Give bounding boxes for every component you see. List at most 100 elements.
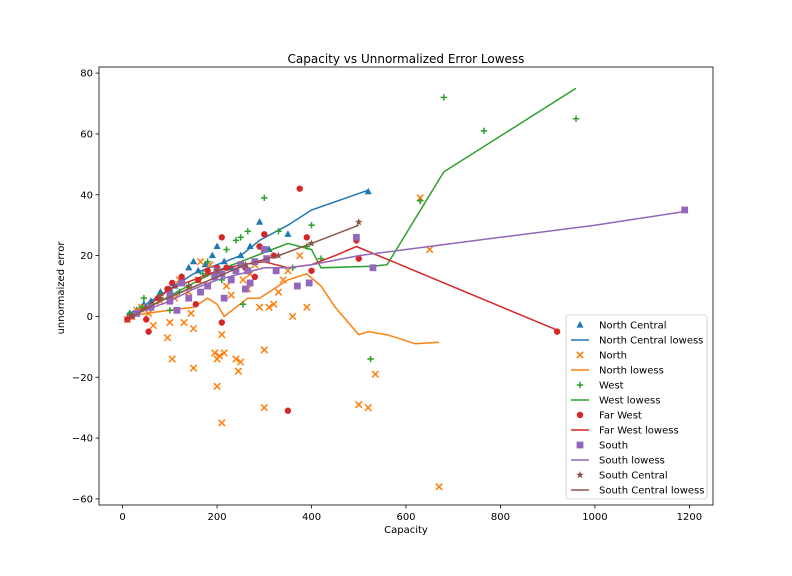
- data-point-far-west-2: [143, 316, 150, 323]
- data-point-north-18: [196, 257, 205, 266]
- data-point-west-18: [275, 228, 282, 235]
- data-point-west-23: [367, 355, 374, 363]
- data-point-south-central-7: [354, 218, 363, 226]
- data-point-south-central-2: [184, 282, 193, 290]
- data-point-north-33-stroke-b: [239, 276, 247, 284]
- legend-marker-north-central: [576, 321, 584, 328]
- data-point-west-13: [237, 234, 244, 241]
- y-tick-label: 40: [80, 190, 93, 201]
- chart-title: Capacity vs Unnormalized Error Lowess: [288, 52, 525, 66]
- series-west-lowess: [129, 87, 577, 316]
- y-tick-label: −60: [72, 494, 93, 505]
- data-point-north-23: [213, 382, 221, 391]
- x-tick-label: 1000: [582, 512, 607, 523]
- data-point-north-central-20: [284, 230, 292, 237]
- plot-area: 0 200 400 600 800 1000 1200 −60 −40 −20 0 20 40 60 80: [72, 66, 714, 523]
- data-point-north-7-stroke-b: [163, 333, 172, 342]
- legend-marker-far-west: [576, 411, 584, 419]
- data-point-south-4: [173, 306, 181, 314]
- data-point-south-24: [305, 279, 313, 287]
- legend-label-south-central: South Central: [599, 471, 668, 482]
- data-point-south-central-1: [156, 294, 165, 302]
- legend-label-south-central-lowess: South Central lowess: [599, 486, 704, 497]
- y-tick-label: 80: [80, 69, 93, 80]
- data-point-north-53: [435, 483, 443, 491]
- data-point-north-29: [227, 291, 235, 299]
- series-far-west: [124, 185, 561, 414]
- data-point-south-15: [237, 261, 245, 269]
- x-tick-label: 1200: [677, 512, 702, 523]
- data-point-west-21: [308, 221, 315, 229]
- data-point-north-central-13: [213, 242, 221, 250]
- legend-label-south: South: [599, 441, 628, 452]
- data-point-north-44-stroke-b: [284, 267, 292, 275]
- data-point-south-17: [244, 267, 252, 275]
- data-point-north-24-stroke-b: [215, 352, 224, 360]
- data-point-south-26: [369, 264, 377, 272]
- data-point-north-49: [364, 403, 372, 412]
- data-point-west-26: [480, 127, 488, 135]
- data-point-south-18: [246, 279, 254, 287]
- data-point-south-6: [185, 294, 193, 302]
- data-point-north-26-stroke-b: [218, 419, 226, 427]
- data-point-north-central-9: [189, 257, 198, 265]
- data-point-north-central-11: [201, 260, 209, 268]
- data-point-west-17: [261, 194, 268, 201]
- legend-marker-south: [576, 441, 584, 449]
- data-point-north-5-stroke-b: [149, 321, 158, 330]
- y-axis-title: unnormaized error: [56, 241, 67, 335]
- data-point-south-1: [147, 303, 155, 311]
- data-point-far-west-5: [164, 285, 171, 293]
- data-point-north-central-18: [255, 218, 264, 225]
- data-point-north-39-stroke-b: [260, 403, 269, 412]
- data-point-north-20-stroke-b: [206, 260, 214, 269]
- data-point-far-west-22: [296, 185, 303, 192]
- data-point-south-12: [220, 294, 228, 302]
- data-point-north-33: [239, 276, 247, 284]
- data-point-north-41: [270, 300, 278, 308]
- data-point-north-30-stroke-b: [232, 355, 240, 363]
- data-point-north-8: [166, 318, 174, 327]
- data-point-north-8-stroke-b: [166, 318, 174, 327]
- data-point-north-21-stroke-b: [210, 349, 219, 357]
- data-point-south-5: [178, 279, 186, 287]
- y-tick-label: 0: [87, 312, 93, 323]
- data-point-north-40-stroke-b: [265, 303, 273, 312]
- data-point-north-37: [255, 303, 264, 312]
- data-point-north-30: [232, 355, 240, 363]
- data-point-north-48: [355, 400, 363, 409]
- data-point-south-16: [242, 285, 249, 293]
- data-point-north-25-stroke-b: [218, 330, 226, 339]
- data-point-north-21: [210, 349, 219, 357]
- data-point-north-15-stroke-b: [189, 324, 198, 333]
- data-point-south-27: [681, 206, 689, 214]
- data-point-north-47: [303, 303, 311, 312]
- data-point-north-9: [168, 355, 176, 363]
- legend-label-north-central: North Central: [599, 321, 667, 332]
- data-point-north-16: [189, 364, 198, 372]
- legend-marker-north-stroke-b: [576, 351, 584, 359]
- x-tick-label: 0: [119, 512, 125, 523]
- data-point-north-29-stroke-b: [227, 291, 235, 299]
- data-point-north-32: [236, 358, 245, 366]
- data-point-north-31: [234, 367, 243, 375]
- data-point-far-west-10: [204, 267, 211, 274]
- data-point-far-west-23: [303, 234, 311, 241]
- data-point-north-14-stroke-b: [187, 309, 195, 318]
- data-point-south-9: [211, 273, 219, 281]
- data-point-south-3: [166, 291, 174, 299]
- data-point-far-west-3: [145, 328, 152, 335]
- data-point-north-32-stroke-b: [236, 358, 245, 366]
- data-point-north-14: [187, 309, 195, 318]
- data-point-south-8: [204, 282, 212, 290]
- series-south-central-lowess: [131, 224, 360, 318]
- series-line-south-central-lowess: [131, 224, 360, 318]
- data-point-north-48-stroke-b: [355, 400, 363, 409]
- data-point-west-27: [572, 115, 580, 122]
- legend-marker-north: [576, 351, 584, 359]
- data-point-north-52-stroke-b: [425, 245, 434, 254]
- data-point-far-west-8: [192, 301, 200, 308]
- data-point-far-west-24: [308, 267, 315, 274]
- data-point-west-12: [232, 237, 240, 244]
- data-point-south-11: [218, 270, 226, 278]
